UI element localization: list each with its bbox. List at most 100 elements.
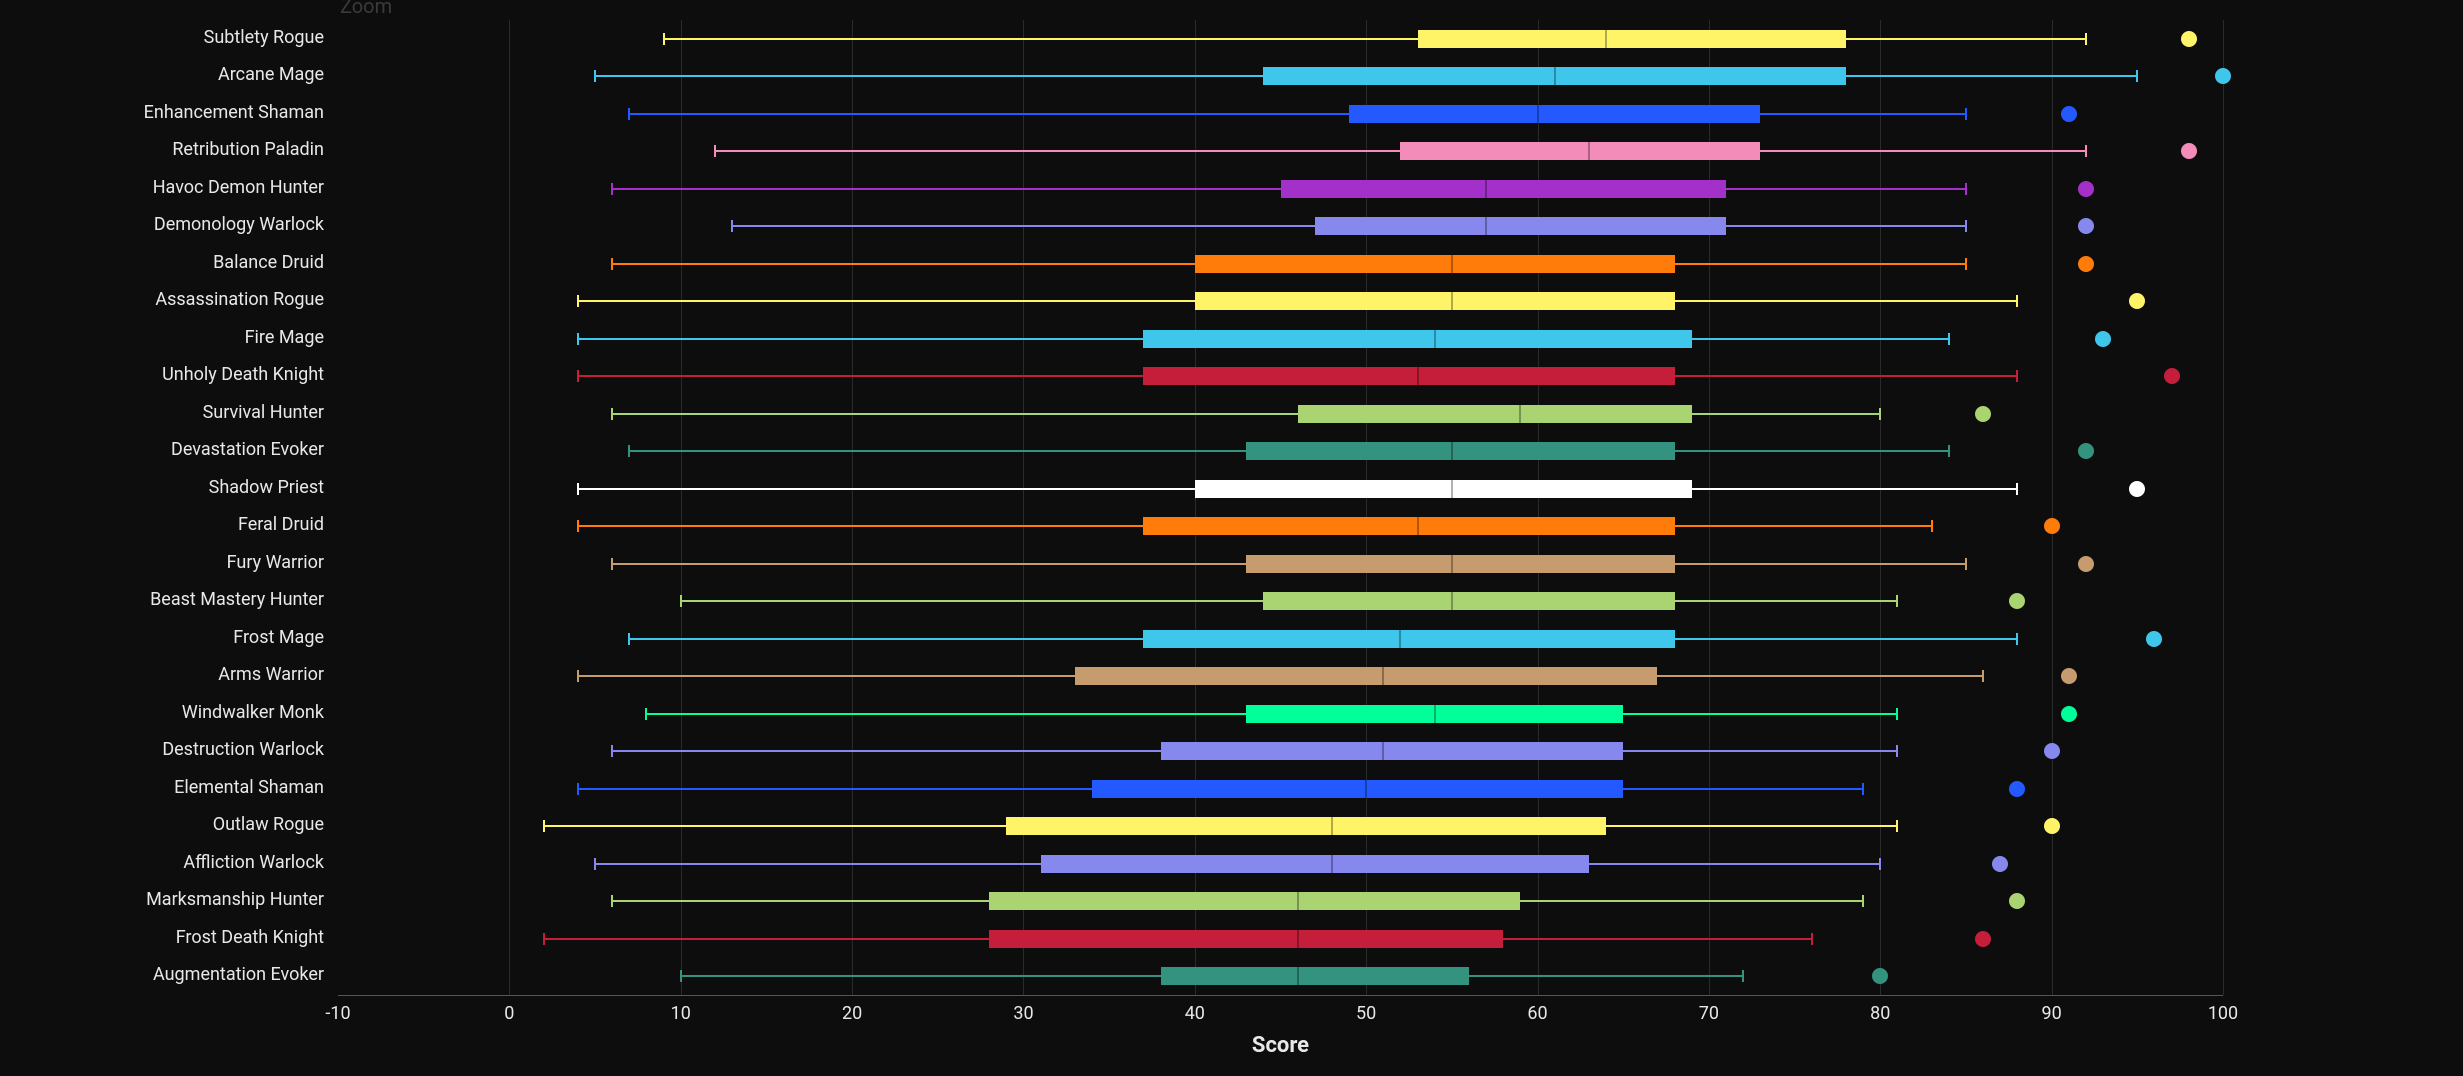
series-label: Unholy Death Knight	[162, 364, 324, 385]
median-line	[1485, 217, 1487, 235]
whisker-cap-low	[611, 558, 613, 570]
series-label: Enhancement Shaman	[144, 102, 324, 123]
whisker-cap-low	[577, 670, 579, 682]
box	[1246, 555, 1674, 573]
whisker-cap-high	[1965, 258, 1967, 270]
xaxis-tick-label: 60	[1508, 1003, 1568, 1024]
whisker-line	[629, 113, 1966, 115]
xaxis-tick-label: 80	[1850, 1003, 1910, 1024]
median-line	[1331, 817, 1333, 835]
median-line	[1365, 780, 1367, 798]
whisker-cap-low	[714, 145, 716, 157]
whisker-cap-high	[2016, 370, 2018, 382]
whisker-cap-high	[1965, 108, 1967, 120]
whisker-cap-high	[1862, 783, 1864, 795]
series-label: Windwalker Monk	[182, 702, 324, 723]
median-line	[1451, 480, 1453, 498]
outlier-point	[2061, 706, 2077, 722]
whisker-cap-low	[543, 933, 545, 945]
series-label: Havoc Demon Hunter	[153, 177, 324, 198]
median-line	[1382, 667, 1384, 685]
whisker-cap-low	[680, 970, 682, 982]
whisker-cap-high	[1811, 933, 1813, 945]
whisker-cap-low	[663, 33, 665, 45]
outlier-point	[2061, 668, 2077, 684]
series-label: Devastation Evoker	[171, 439, 324, 460]
outlier-point	[2129, 481, 2145, 497]
whisker-cap-high	[2085, 33, 2087, 45]
whisker-cap-high	[1879, 408, 1881, 420]
box	[1349, 105, 1760, 123]
series-label: Frost Death Knight	[176, 927, 324, 948]
whisker-cap-high	[2016, 295, 2018, 307]
outlier-point	[2164, 368, 2180, 384]
outlier-point	[2078, 556, 2094, 572]
whisker-cap-high	[1862, 895, 1864, 907]
box	[1246, 442, 1674, 460]
whisker-cap-low	[543, 820, 545, 832]
whisker-cap-high	[1931, 520, 1933, 532]
gridline	[1023, 20, 1024, 995]
median-line	[1297, 967, 1299, 985]
outlier-point	[1872, 968, 1888, 984]
outlier-point	[2044, 743, 2060, 759]
box	[1143, 367, 1674, 385]
box	[1418, 30, 1846, 48]
outlier-point	[2078, 218, 2094, 234]
box	[989, 892, 1520, 910]
median-line	[1417, 517, 1419, 535]
box	[1006, 817, 1606, 835]
series-label: Feral Druid	[238, 514, 324, 535]
whisker-cap-high	[1965, 183, 1967, 195]
whisker-cap-high	[1948, 445, 1950, 457]
series-label: Demonology Warlock	[154, 214, 324, 235]
whisker-cap-low	[577, 520, 579, 532]
xaxis-tick-label: 30	[993, 1003, 1053, 1024]
series-label: Arcane Mage	[218, 64, 324, 85]
median-line	[1434, 330, 1436, 348]
xaxis-title: Score	[338, 1033, 2223, 1058]
outlier-point	[2009, 781, 2025, 797]
whisker-cap-high	[2016, 483, 2018, 495]
series-label: Outlaw Rogue	[213, 814, 324, 835]
xaxis-tick-label: 90	[2022, 1003, 2082, 1024]
gridline	[1538, 20, 1539, 995]
whisker-cap-high	[1879, 858, 1881, 870]
box	[1315, 217, 1726, 235]
whisker-cap-low	[577, 333, 579, 345]
median-line	[1434, 705, 1436, 723]
xaxis-tick-label: 0	[479, 1003, 539, 1024]
series-label: Subtlety Rogue	[204, 27, 324, 48]
median-line	[1451, 555, 1453, 573]
median-line	[1417, 367, 1419, 385]
series-label: Marksmanship Hunter	[146, 889, 324, 910]
outlier-point	[2095, 331, 2111, 347]
box	[1143, 330, 1691, 348]
median-line	[1382, 742, 1384, 760]
outlier-point	[2146, 631, 2162, 647]
box	[1400, 142, 1760, 160]
series-label: Shadow Priest	[209, 477, 324, 498]
outlier-point	[2078, 443, 2094, 459]
xaxis-tick-label: 50	[1336, 1003, 1396, 1024]
outlier-point	[2009, 893, 2025, 909]
median-line	[1297, 892, 1299, 910]
series-label: Assassination Rogue	[155, 289, 324, 310]
gridline	[2223, 20, 2224, 995]
outlier-point	[1975, 406, 1991, 422]
box	[1075, 667, 1658, 685]
median-line	[1605, 30, 1607, 48]
whisker-cap-high	[1896, 745, 1898, 757]
series-label: Elemental Shaman	[174, 777, 324, 798]
box	[1263, 592, 1674, 610]
xaxis-line	[338, 995, 2223, 996]
whisker-cap-high	[1896, 595, 1898, 607]
gridline	[681, 20, 682, 995]
xaxis-tick-label: 40	[1165, 1003, 1225, 1024]
whisker-cap-high	[1896, 708, 1898, 720]
outlier-point	[1975, 931, 1991, 947]
outlier-point	[2009, 593, 2025, 609]
whisker-cap-high	[2016, 633, 2018, 645]
median-line	[1451, 292, 1453, 310]
xaxis-tick-label: 10	[651, 1003, 711, 1024]
